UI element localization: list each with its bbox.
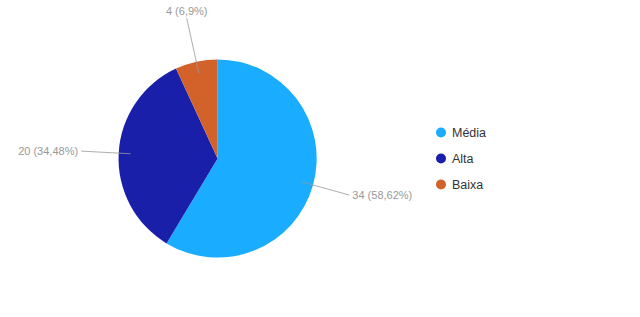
legend-swatch <box>436 154 446 164</box>
data-labels: 34 (58,62%) 20 (34,48%) 4 (6,9%) <box>18 5 412 201</box>
leader-line <box>302 182 350 195</box>
data-label: 4 (6,9%) <box>166 5 208 17</box>
legend-swatch <box>436 128 446 138</box>
legend-item: Baixa <box>436 178 483 192</box>
legend-label: Alta <box>452 152 474 166</box>
legend-item: Média <box>436 126 486 140</box>
leader-line <box>81 151 130 154</box>
legend: Média Alta Baixa <box>436 126 486 192</box>
legend-label: Baixa <box>452 178 483 192</box>
data-label: 34 (58,62%) <box>352 189 412 201</box>
legend-item: Alta <box>436 152 474 166</box>
pie <box>119 59 317 257</box>
legend-label: Média <box>452 126 486 140</box>
legend-swatch <box>436 180 446 190</box>
chart: 34 (58,62%) 20 (34,48%) 4 (6,9%) Média Alta B… <box>0 0 640 317</box>
slice <box>176 59 218 158</box>
data-label: 20 (34,48%) <box>18 145 78 157</box>
leader-line <box>187 18 199 73</box>
